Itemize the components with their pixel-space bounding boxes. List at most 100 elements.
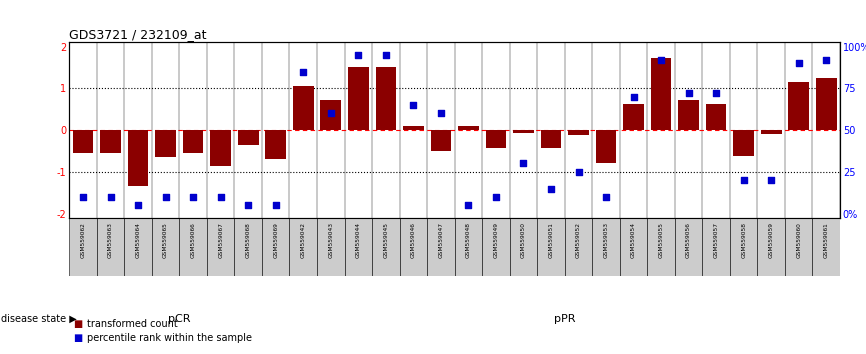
Text: GSM559061: GSM559061 [824,222,829,258]
Text: percentile rank within the sample: percentile rank within the sample [87,333,252,343]
Text: GSM559055: GSM559055 [659,222,663,258]
Text: GSM559060: GSM559060 [796,222,801,258]
Point [544,186,558,192]
FancyBboxPatch shape [648,218,675,276]
Text: GSM559052: GSM559052 [576,222,581,258]
FancyBboxPatch shape [152,218,179,276]
Point [792,61,805,66]
Text: GSM559062: GSM559062 [81,222,86,258]
Bar [596,130,617,162]
Point [406,102,420,108]
Point [572,169,585,175]
FancyBboxPatch shape [565,218,592,276]
FancyBboxPatch shape [69,218,97,276]
Text: GSM559068: GSM559068 [246,222,250,258]
Point [434,110,448,116]
Text: GSM559067: GSM559067 [218,222,223,258]
FancyBboxPatch shape [345,218,372,276]
FancyBboxPatch shape [427,218,455,276]
FancyBboxPatch shape [179,218,207,276]
Point [819,57,833,63]
FancyBboxPatch shape [812,218,840,276]
FancyBboxPatch shape [235,218,262,276]
Text: GSM559050: GSM559050 [521,222,526,258]
Text: transformed count: transformed count [87,319,178,329]
Point [462,202,475,208]
Bar [816,78,837,130]
Text: GSM559049: GSM559049 [494,222,499,258]
FancyBboxPatch shape [262,218,289,276]
Point [268,202,282,208]
Text: GSM559065: GSM559065 [163,222,168,258]
Bar [624,104,644,130]
Bar [514,130,533,133]
Bar [788,82,809,130]
Point [186,194,200,200]
Bar [486,130,507,148]
Text: GSM559048: GSM559048 [466,222,471,258]
Text: GSM559059: GSM559059 [769,222,773,258]
Bar [403,126,423,130]
Bar [376,67,396,130]
Text: GSM559058: GSM559058 [741,222,746,258]
FancyBboxPatch shape [785,218,812,276]
Text: GSM559045: GSM559045 [384,222,388,258]
Bar [706,104,727,130]
Point [214,194,228,200]
Bar [678,100,699,130]
Text: GSM559054: GSM559054 [631,222,636,258]
FancyBboxPatch shape [702,218,730,276]
Bar [183,130,204,153]
Text: GSM559043: GSM559043 [328,222,333,258]
Bar [128,130,148,187]
Text: GSM559066: GSM559066 [191,222,196,258]
Point [682,91,695,96]
Text: GDS3721 / 232109_at: GDS3721 / 232109_at [69,28,207,41]
Bar [155,130,176,157]
Text: GSM559051: GSM559051 [548,222,553,258]
Text: GSM559047: GSM559047 [438,222,443,258]
Point [379,52,393,58]
Point [158,194,172,200]
Text: pCR: pCR [168,314,191,324]
Bar [238,130,259,145]
FancyBboxPatch shape [482,218,510,276]
Point [296,69,310,75]
Point [489,194,503,200]
Point [599,194,613,200]
Text: GSM559064: GSM559064 [136,222,140,258]
FancyBboxPatch shape [125,218,152,276]
FancyBboxPatch shape [537,218,565,276]
Text: ■: ■ [74,319,83,329]
Bar [293,86,313,130]
Bar [568,130,589,135]
FancyBboxPatch shape [758,218,785,276]
Point [324,110,338,116]
Point [709,91,723,96]
Bar [540,130,561,148]
Bar [348,67,369,130]
Point [242,202,255,208]
Point [352,52,365,58]
Point [627,94,641,99]
Point [131,202,145,208]
Text: GSM559057: GSM559057 [714,222,719,258]
Text: GSM559069: GSM559069 [274,222,278,258]
Point [654,57,668,63]
Point [765,177,779,183]
Text: GSM559056: GSM559056 [686,222,691,258]
Bar [100,130,121,153]
FancyBboxPatch shape [317,218,345,276]
Bar [761,130,781,134]
FancyBboxPatch shape [207,218,235,276]
FancyBboxPatch shape [289,218,317,276]
FancyBboxPatch shape [372,218,399,276]
Bar [430,130,451,151]
Point [516,161,530,166]
FancyBboxPatch shape [399,218,427,276]
Point [104,194,118,200]
Bar [650,58,671,130]
Text: GSM559044: GSM559044 [356,222,361,258]
Bar [265,130,286,159]
FancyBboxPatch shape [730,218,758,276]
